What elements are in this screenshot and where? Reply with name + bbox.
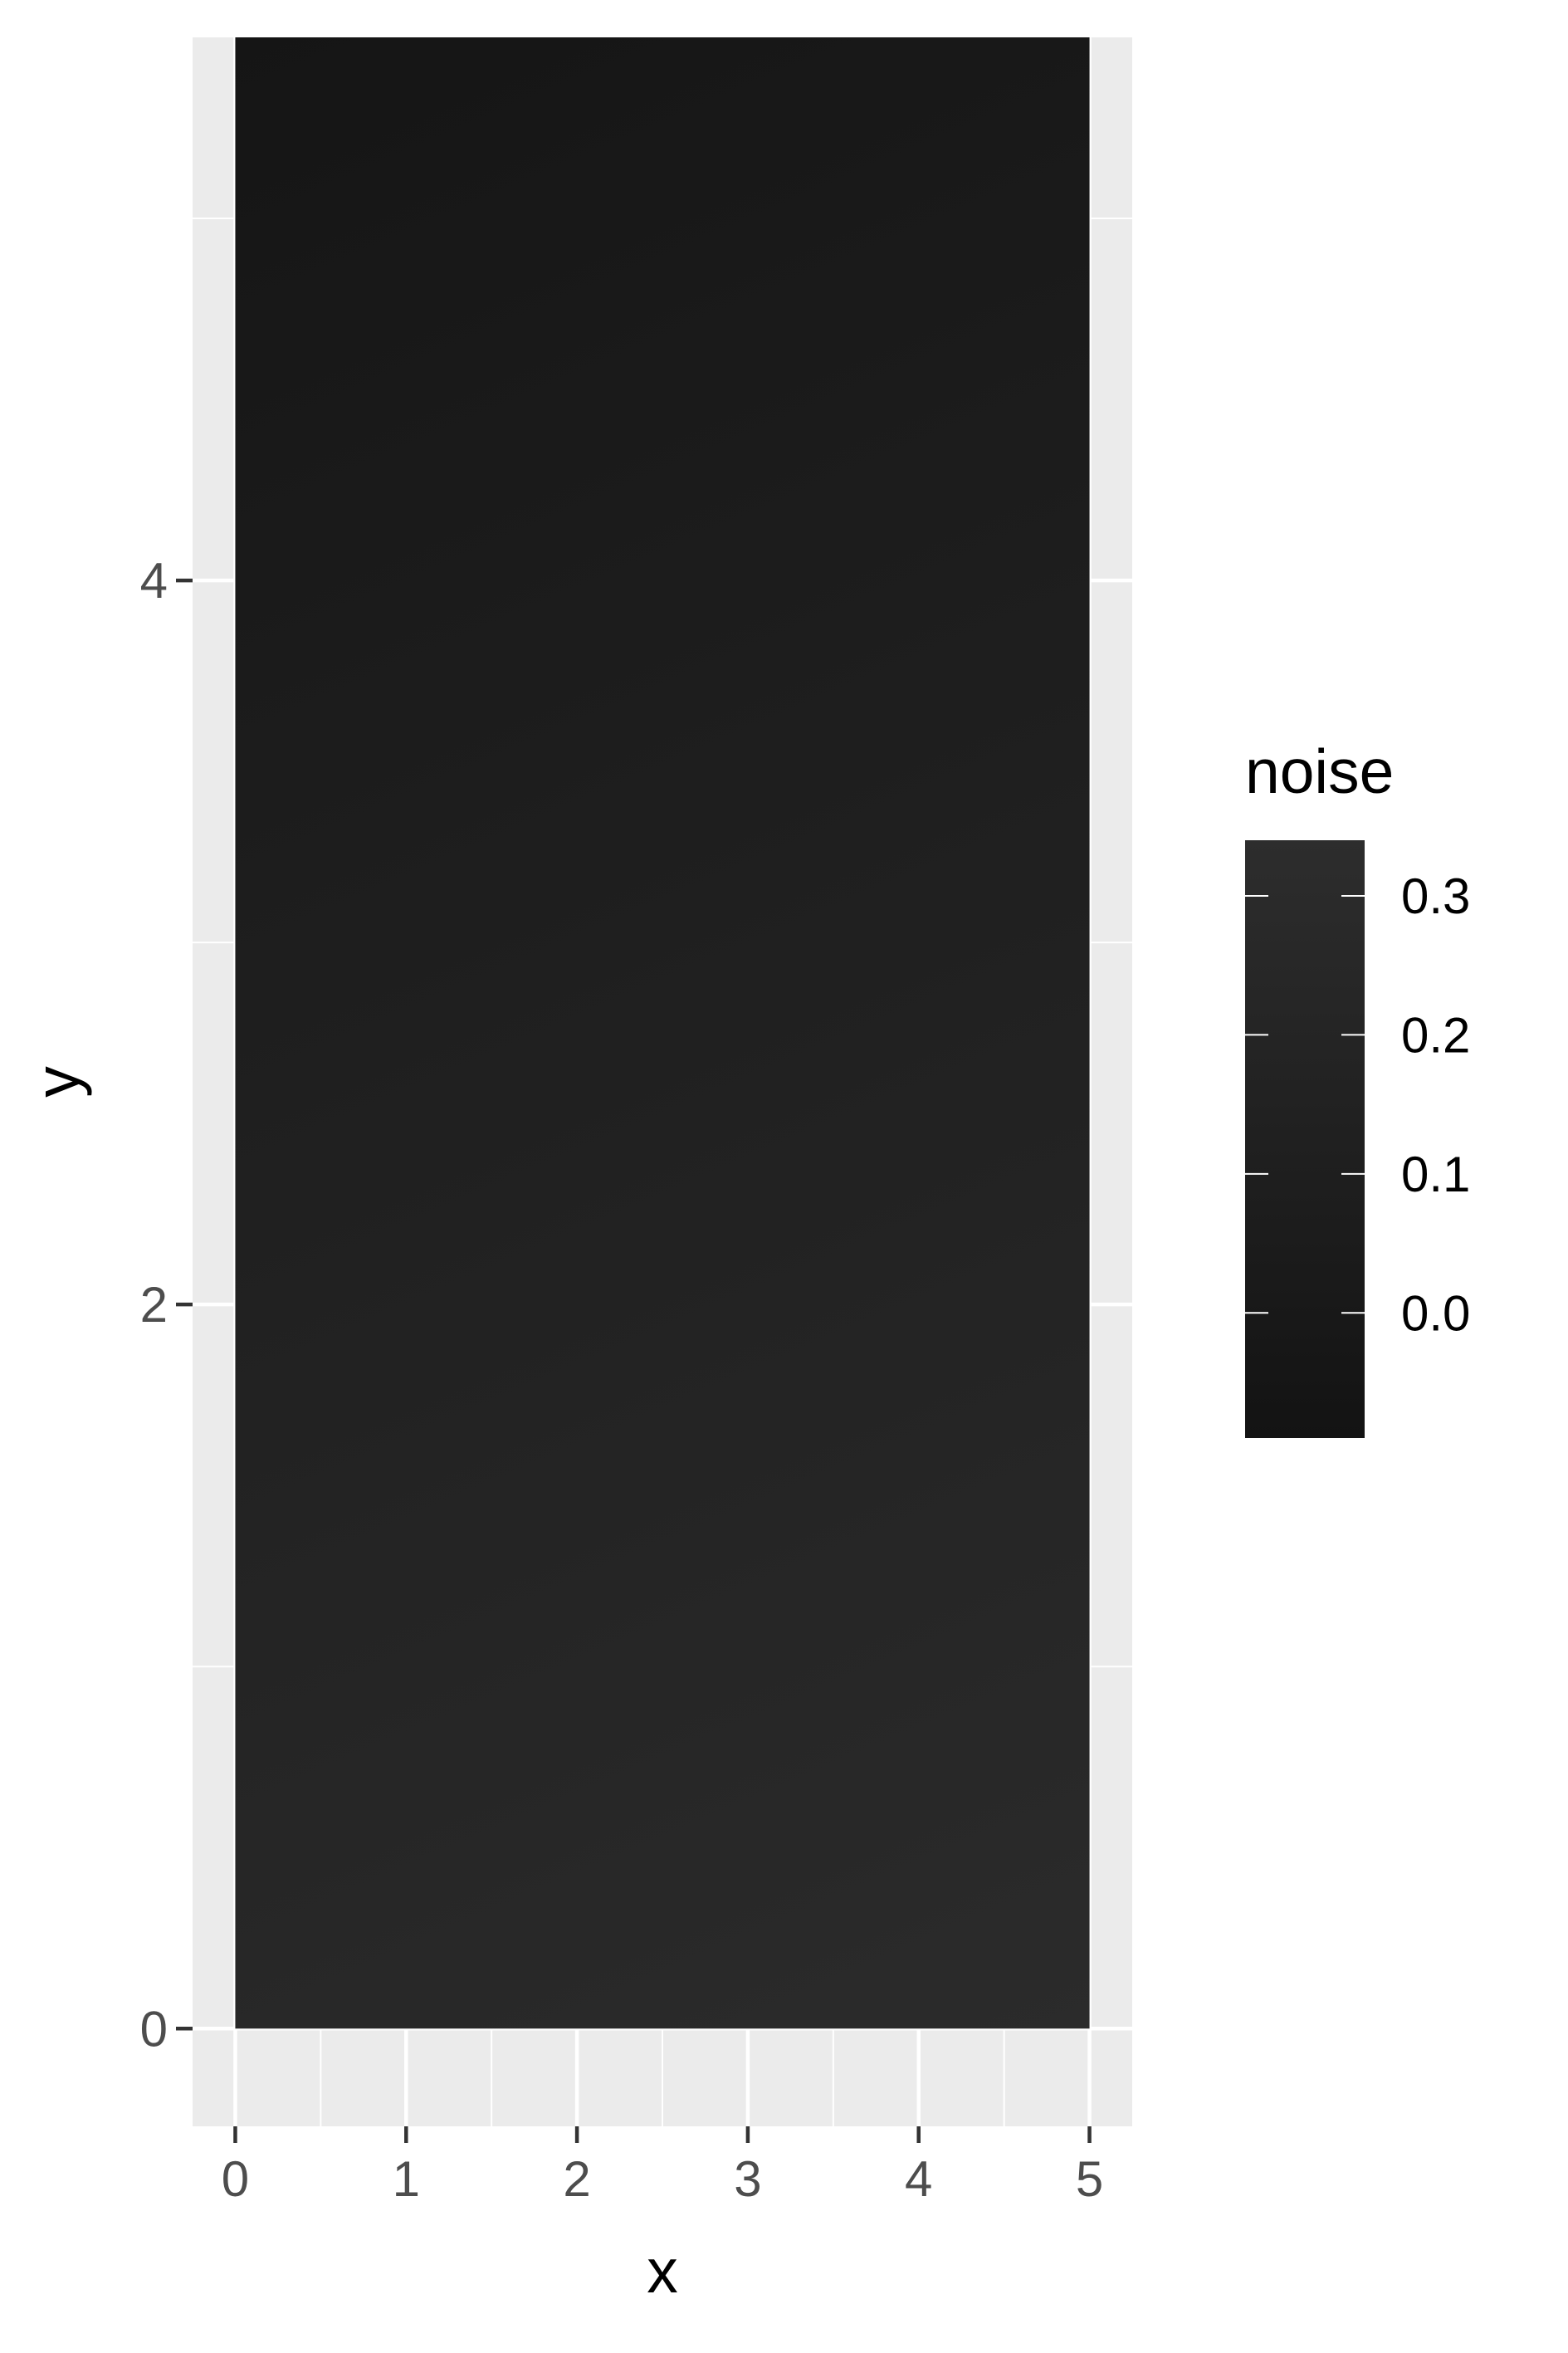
legend-break-label: 0.0: [1401, 1285, 1470, 1341]
x-tick-label: 4: [905, 2151, 932, 2207]
x-tick-label: 5: [1076, 2151, 1103, 2207]
legend-breaks: 0.0 0.1 0.2 0.3: [1245, 868, 1470, 1341]
legend-title: noise: [1245, 736, 1394, 806]
noise-raster-tile: [235, 37, 1090, 2029]
y-tick-label: 4: [140, 553, 168, 609]
legend-break-label: 0.3: [1401, 868, 1470, 924]
legend-break-label: 0.1: [1401, 1147, 1470, 1202]
y-axis-title: y: [22, 1066, 92, 1098]
legend-colorbar: [1245, 840, 1365, 1438]
legend: noise 0.0 0.1 0.2 0.3: [1245, 736, 1470, 1438]
legend-break-label: 0.2: [1401, 1007, 1470, 1063]
y-tick-label: 0: [140, 2001, 168, 2057]
x-axis-ticks: 0 1 2 3 4 5: [222, 2126, 1103, 2207]
y-tick-label: 2: [140, 1277, 168, 1333]
x-tick-label: 2: [563, 2151, 590, 2207]
x-tick-label: 3: [734, 2151, 761, 2207]
x-axis-title: x: [647, 2236, 678, 2306]
x-tick-label: 1: [393, 2151, 420, 2207]
x-tick-label: 0: [222, 2151, 249, 2207]
y-axis-ticks: 0 2 4: [140, 553, 193, 2057]
